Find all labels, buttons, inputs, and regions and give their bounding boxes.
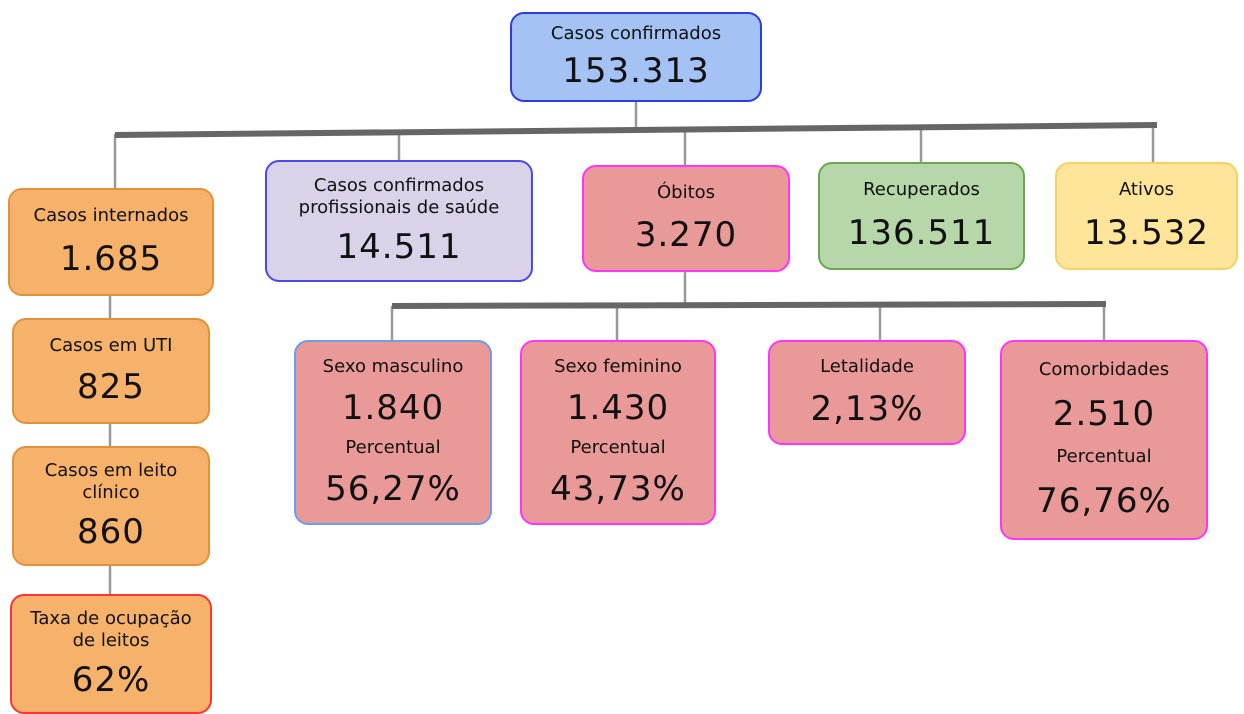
node-value: 62% <box>71 660 151 700</box>
node-label: Casos em leito clínico <box>44 460 178 503</box>
node-sublabel: Percentual <box>570 437 666 459</box>
node-value: 136.511 <box>847 212 996 253</box>
node-subvalue: 56,27% <box>325 469 461 510</box>
node-label: Taxa de ocupação de leitos <box>30 608 192 651</box>
node-subvalue: 76,76% <box>1036 481 1172 522</box>
node-value: 1.840 <box>341 387 445 428</box>
node: Letalidade 2,13% <box>768 340 966 445</box>
node: Casos em UTI 825 <box>12 318 210 424</box>
node-label: Letalidade <box>820 356 914 378</box>
node-value: 2.510 <box>1052 393 1156 434</box>
node-label: Casos confirmados profissionais de saúde <box>298 174 500 218</box>
node-value: 3.270 <box>634 215 738 255</box>
node-value: 13.532 <box>1084 212 1209 253</box>
node-label: Recuperados <box>863 179 980 201</box>
node: Sexo masculino 1.840 Percentual 56,27% <box>294 340 492 525</box>
node: Casos em leito clínico 860 <box>12 446 210 566</box>
node-value: 1.430 <box>566 387 670 428</box>
node-value: 2,13% <box>810 388 924 429</box>
node-value: 825 <box>77 367 145 408</box>
node: Casos internados 1.685 <box>8 188 214 296</box>
node-label: Comorbidades <box>1038 358 1170 380</box>
node-label: Sexo masculino <box>322 355 464 377</box>
node-subvalue: 43,73% <box>550 469 686 510</box>
node-sublabel: Percentual <box>345 437 441 459</box>
node: Comorbidades 2.510 Percentual 76,76% <box>1000 340 1208 540</box>
node: Casos confirmados 153.313 <box>510 12 762 102</box>
node-sublabel: Percentual <box>1056 446 1152 468</box>
node-label: Casos confirmados <box>550 23 722 45</box>
node-label: Sexo feminino <box>554 355 682 377</box>
node-label: Casos internados <box>33 205 189 227</box>
node-value: 14.511 <box>336 227 462 268</box>
node-value: 153.313 <box>562 50 710 91</box>
node: Recuperados 136.511 <box>818 162 1025 270</box>
node-label: Ativos <box>1118 179 1175 201</box>
node-value: 1.685 <box>59 238 163 279</box>
node: Óbitos 3.270 <box>582 165 790 272</box>
node: Sexo feminino 1.430 Percentual 43,73% <box>520 340 716 525</box>
node: Casos confirmados profissionais de saúde… <box>265 160 533 282</box>
node-label: Óbitos <box>656 182 716 203</box>
node: Ativos 13.532 <box>1055 162 1238 270</box>
node-label: Casos em UTI <box>49 334 173 356</box>
node: Taxa de ocupação de leitos 62% <box>10 594 212 714</box>
node-value: 860 <box>77 512 145 552</box>
